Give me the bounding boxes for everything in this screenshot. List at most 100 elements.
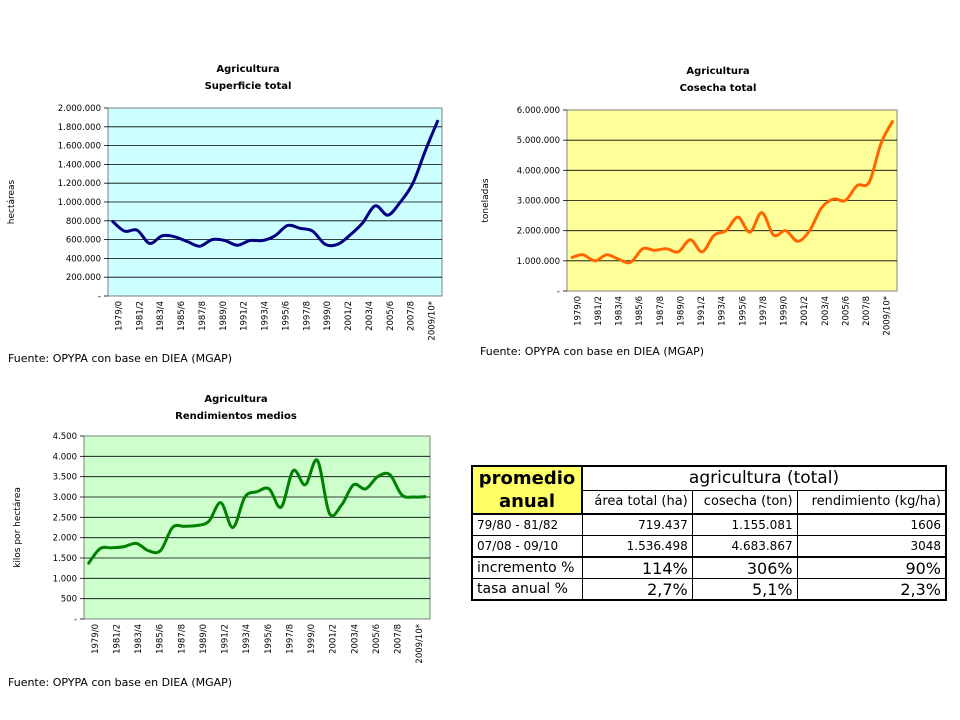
- data-point: [880, 142, 882, 144]
- row-label: incremento %: [471, 556, 583, 579]
- y-tick-label: -: [557, 287, 560, 297]
- chart-rendimientos-medios-svg: Agricultura Rendimientos medios - 500 1.000 1…: [13, 394, 431, 664]
- y-tick-label: 400.000: [66, 254, 101, 264]
- x-tick-label: 1997/8: [759, 296, 769, 326]
- x-tick-label: 2001/2: [800, 296, 810, 326]
- data-point: [412, 182, 414, 184]
- data-point: [606, 254, 608, 256]
- data-point: [399, 201, 401, 203]
- data-point: [172, 527, 173, 528]
- data-point: [124, 230, 125, 232]
- x-tick-label: 2007/8: [394, 624, 404, 654]
- data-point: [749, 231, 751, 233]
- data-point: [147, 550, 149, 552]
- header-promedio-anual: promedio anual: [471, 465, 583, 515]
- x-tick-label: 1987/8: [198, 301, 208, 331]
- x-tick-label: 2003/4: [350, 624, 360, 654]
- data-point: [292, 470, 294, 472]
- table-row: 07/08 - 09/10 1.536.498 4.683.867 3048: [471, 535, 947, 558]
- data-point: [689, 239, 691, 241]
- y-tick-label: 2.000.000: [58, 104, 101, 114]
- chart-subtitle: Cosecha total: [680, 83, 757, 94]
- cell-value: 90%: [796, 556, 947, 579]
- data-point: [220, 502, 222, 504]
- cell-value: 306%: [691, 556, 798, 579]
- data-point: [353, 484, 355, 486]
- x-tick-label: 1979/0: [91, 624, 101, 654]
- data-point: [280, 506, 282, 508]
- chart-subtitle: Superficie total: [205, 81, 292, 92]
- x-tick-label: 1979/0: [114, 301, 124, 331]
- data-point: [425, 149, 426, 151]
- x-tick-label: 1987/8: [656, 296, 666, 326]
- table-row: tasa anual % 2,7% 5,1% 2,3%: [471, 578, 947, 601]
- x-tick-label: 1989/0: [676, 296, 686, 326]
- data-point: [236, 244, 238, 246]
- y-tick-label: 800.000: [66, 217, 101, 227]
- x-tick-label: 1991/2: [697, 296, 707, 326]
- x-tick-label: 2009/10*: [883, 296, 893, 336]
- y-axis-label: kilos por hectárea: [13, 487, 23, 568]
- cell-value: 114%: [581, 556, 693, 579]
- data-point: [99, 548, 101, 550]
- y-tick-label: 1.600.000: [58, 142, 101, 152]
- col-header-cosecha: cosecha (ton): [691, 489, 798, 515]
- data-point: [401, 494, 403, 496]
- plot-area: [83, 435, 431, 620]
- x-tick-label: 1993/4: [261, 301, 271, 331]
- data-point: [328, 512, 330, 514]
- data-point: [437, 119, 439, 121]
- data-point: [594, 260, 596, 262]
- y-tick-label: 4.500: [53, 432, 77, 442]
- data-point: [797, 240, 799, 242]
- data-point: [725, 230, 727, 232]
- data-point: [244, 496, 246, 498]
- x-tick-label: 2001/2: [344, 301, 354, 331]
- data-point: [249, 240, 251, 241]
- y-tick-label: 2.000.000: [517, 227, 560, 237]
- header-promedio: promedio: [478, 468, 576, 489]
- y-tick-label: 4.000: [53, 452, 77, 462]
- header-anual: anual: [498, 491, 556, 512]
- cell-value: 2,7%: [581, 578, 693, 601]
- data-point: [665, 248, 667, 250]
- x-tick-label: 1989/0: [199, 624, 209, 654]
- data-point: [761, 212, 763, 214]
- data-point: [186, 241, 188, 242]
- data-point: [199, 245, 201, 247]
- chart-title: Agricultura: [686, 66, 749, 77]
- col-header-rendimiento: rendimiento (kg/ha): [796, 489, 947, 515]
- data-point: [304, 484, 306, 486]
- data-point: [362, 222, 364, 224]
- x-tick-label: 2005/6: [841, 296, 851, 326]
- x-tick-label: 2007/8: [407, 301, 417, 331]
- data-point: [316, 459, 318, 461]
- y-tick-label: 1.000.000: [517, 257, 560, 267]
- data-point: [268, 488, 270, 490]
- data-point: [654, 249, 655, 251]
- data-point: [262, 240, 263, 241]
- data-point: [123, 546, 125, 548]
- data-point: [844, 200, 846, 201]
- x-tick-label: 1993/4: [718, 296, 728, 326]
- data-point: [868, 181, 870, 183]
- data-point: [425, 496, 427, 498]
- x-tick-label: 1981/2: [112, 624, 122, 654]
- y-tick-label: 1.000: [53, 574, 77, 584]
- x-tick-label: 1979/0: [573, 296, 583, 326]
- row-label: tasa anual %: [471, 578, 583, 601]
- cell-value: 1.155.081: [691, 513, 798, 536]
- data-point: [856, 184, 858, 186]
- data-point: [413, 496, 415, 498]
- y-tick-label: 600.000: [66, 236, 101, 246]
- data-point: [341, 504, 342, 506]
- cell-value: 3048: [796, 535, 947, 558]
- y-tick-label: 2.500: [53, 513, 77, 523]
- table-row: incremento % 114% 306% 90%: [471, 556, 947, 579]
- row-label: 79/80 - 81/82: [471, 513, 583, 536]
- y-tick-label: 1.800.000: [58, 123, 101, 133]
- chart-cosecha-total: Agricultura Cosecha total - 1.000.000 2.000.…: [470, 60, 920, 350]
- data-point: [618, 258, 620, 260]
- y-axis-label: toneladas: [481, 178, 491, 223]
- x-tick-label: 2009/10*: [428, 301, 438, 341]
